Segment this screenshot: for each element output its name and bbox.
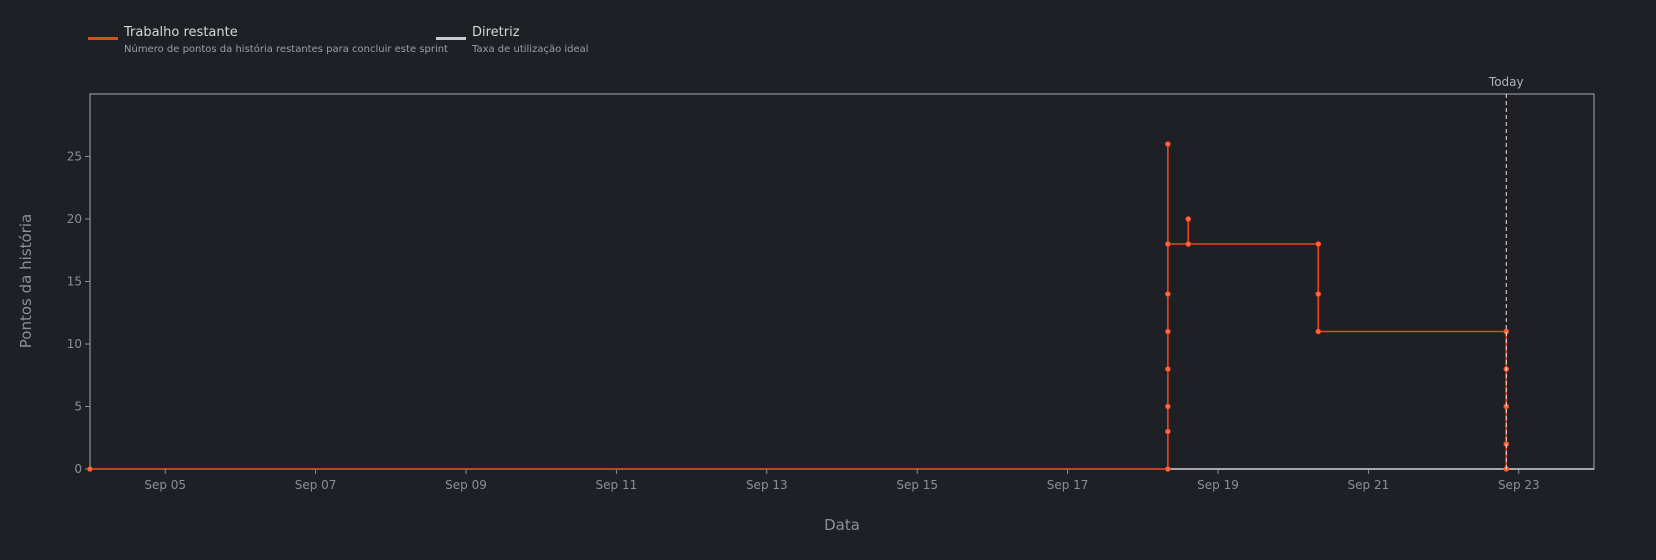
data-point-remaining-work[interactable] [1315, 291, 1322, 297]
x-tick-label: Sep 09 [445, 478, 487, 492]
x-tick-label: Sep 13 [746, 478, 788, 492]
legend-swatch-remaining-work [88, 37, 118, 40]
x-tick-label: Sep 19 [1197, 478, 1239, 492]
series-line-remaining-work [90, 144, 1508, 470]
x-tick-label: Sep 15 [896, 478, 938, 492]
data-point-remaining-work[interactable] [1165, 428, 1171, 435]
series-layer [87, 141, 1594, 472]
legend-label-remaining-work: Trabalho restante [124, 25, 238, 40]
data-point-remaining-work[interactable] [1185, 241, 1192, 247]
y-tick-label: 0 [74, 462, 82, 476]
y-tick-label: 20 [67, 212, 82, 226]
x-tick-label: Sep 17 [1047, 478, 1089, 492]
y-axis-ticks: 0 5 10 15 20 25 [67, 150, 90, 476]
data-point-remaining-work[interactable] [1165, 366, 1171, 372]
data-point-remaining-work[interactable] [1165, 291, 1171, 297]
data-point-remaining-work[interactable] [1165, 403, 1171, 410]
legend-swatch-guideline [436, 37, 466, 40]
data-point-remaining-work[interactable] [87, 466, 93, 472]
y-tick-label: 25 [67, 150, 82, 164]
data-point-remaining-work[interactable] [1165, 466, 1171, 472]
legend-label-guideline: Diretriz [472, 25, 520, 40]
today-label: Today [1488, 75, 1524, 89]
data-point-remaining-work[interactable] [1315, 328, 1322, 335]
legend-item-guideline[interactable]: Diretriz Taxa de utilização ideal [436, 22, 766, 57]
legend-description-guideline: Taxa de utilização ideal [472, 44, 589, 55]
legend-item-remaining-work[interactable]: Trabalho restante Número de pontos da hi… [88, 22, 448, 57]
x-tick-label: Sep 21 [1348, 478, 1390, 492]
x-tick-label: Sep 11 [596, 478, 638, 492]
today-marker: Today [1488, 75, 1524, 469]
data-point-remaining-work[interactable] [1315, 241, 1322, 247]
x-tick-label: Sep 23 [1498, 478, 1540, 492]
x-axis-ticks: Sep 05 Sep 07 Sep 09 Sep 11 Sep 13 Sep 15 Sep … [144, 469, 1540, 492]
chart-legend: Trabalho restante Número de pontos da hi… [88, 22, 766, 57]
data-point-remaining-work[interactable] [1165, 241, 1171, 247]
x-axis-title: Data [824, 516, 860, 534]
data-point-remaining-work[interactable] [1185, 216, 1192, 222]
x-tick-label: Sep 07 [295, 478, 337, 492]
y-tick-label: 5 [74, 400, 82, 414]
plot-area-frame [89, 93, 1595, 470]
y-tick-label: 15 [67, 275, 82, 289]
data-point-remaining-work[interactable] [1165, 141, 1171, 147]
y-axis-title: Pontos da história [17, 214, 35, 348]
x-tick-label: Sep 05 [144, 478, 186, 492]
legend-description-remaining-work: Número de pontos da história restantes p… [124, 44, 448, 55]
data-point-remaining-work[interactable] [1165, 328, 1171, 335]
y-tick-label: 10 [67, 337, 82, 351]
